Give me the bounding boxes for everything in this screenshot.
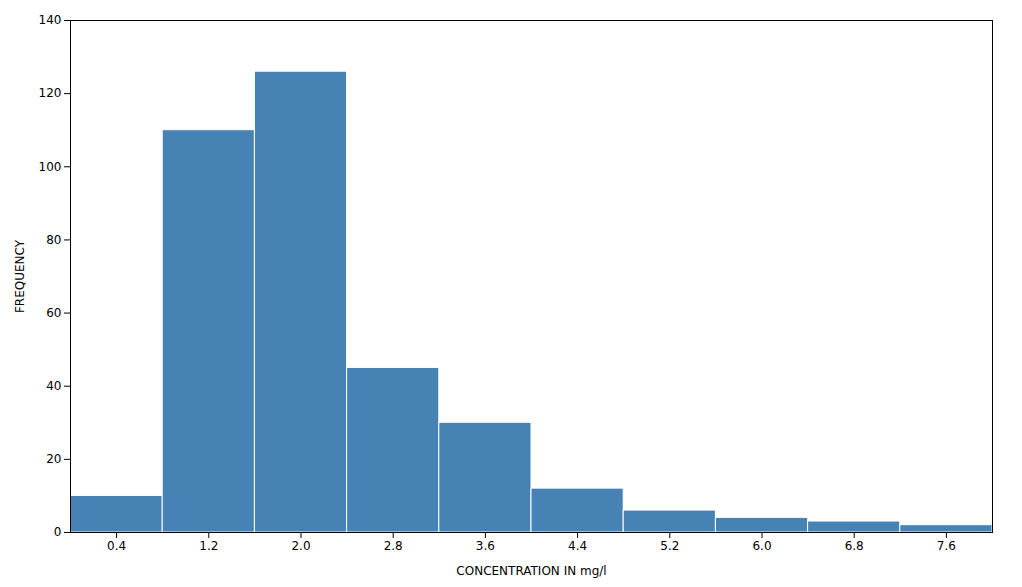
svg-text:CONCENTRATION IN mg/l: CONCENTRATION IN mg/l <box>456 564 606 578</box>
svg-text:80: 80 <box>46 233 61 247</box>
svg-text:4.4: 4.4 <box>568 539 587 553</box>
svg-text:FREQUENCY: FREQUENCY <box>13 239 27 313</box>
svg-text:2.8: 2.8 <box>384 539 403 553</box>
svg-text:1.2: 1.2 <box>199 539 218 553</box>
svg-text:2.0: 2.0 <box>291 539 310 553</box>
svg-text:7.6: 7.6 <box>937 539 956 553</box>
svg-text:3.6: 3.6 <box>476 539 495 553</box>
svg-text:0.4: 0.4 <box>107 539 126 553</box>
svg-text:40: 40 <box>46 379 61 393</box>
svg-text:140: 140 <box>39 13 62 27</box>
svg-text:60: 60 <box>46 306 61 320</box>
svg-text:6.0: 6.0 <box>752 539 771 553</box>
svg-text:6.8: 6.8 <box>845 539 864 553</box>
svg-text:0: 0 <box>54 525 62 539</box>
svg-text:120: 120 <box>39 86 62 100</box>
svg-text:100: 100 <box>39 160 62 174</box>
svg-text:20: 20 <box>46 452 61 466</box>
svg-text:5.2: 5.2 <box>660 539 679 553</box>
